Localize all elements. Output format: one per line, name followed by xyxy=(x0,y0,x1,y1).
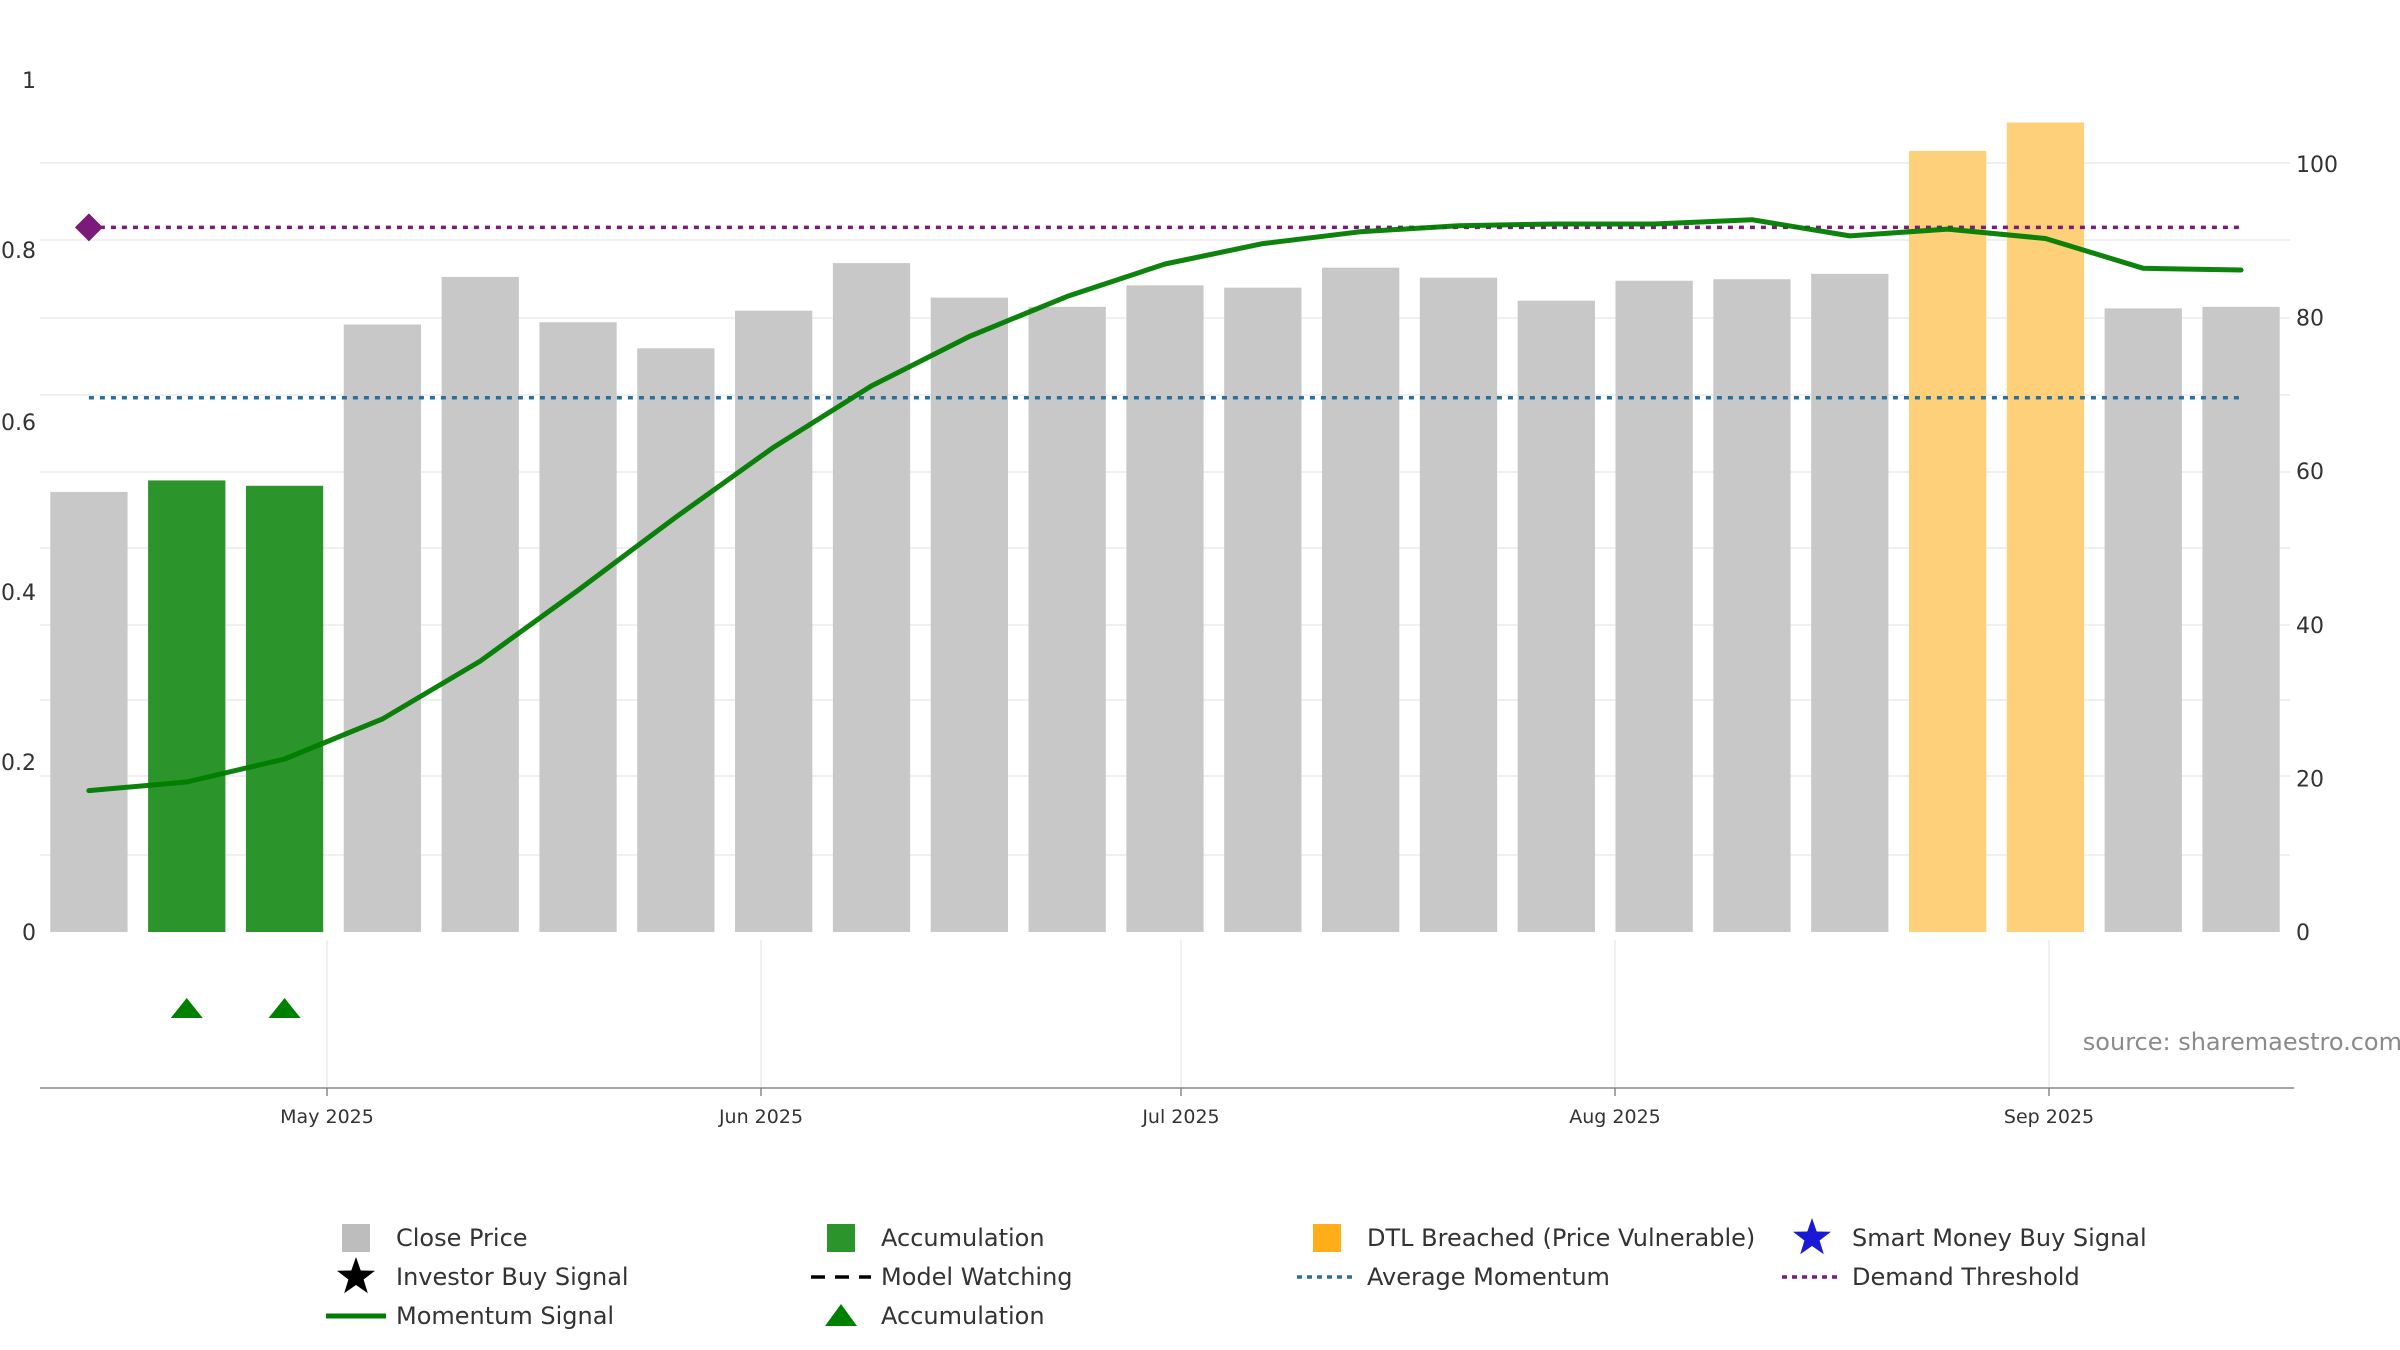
accumulation-triangle-marker xyxy=(170,998,203,1018)
bar-dtl-breached xyxy=(1908,150,1987,933)
legend-label: Average Momentum xyxy=(1367,1263,1610,1291)
bar-close-price xyxy=(1322,267,1400,932)
legend-star-icon xyxy=(337,1257,375,1294)
source-label: source: sharemaestro.com xyxy=(2083,1028,2400,1056)
momentum-line xyxy=(86,217,2244,794)
bar-close-price xyxy=(832,263,911,932)
bar-dtl-breached xyxy=(2006,122,2085,932)
accumulation-triangle-marker xyxy=(268,998,301,1018)
bar-close-price xyxy=(930,297,1008,933)
x-axis-tick-label: Jun 2025 xyxy=(718,1106,803,1128)
right-axis-tick-label: 40 xyxy=(2296,614,2324,639)
legend: Close Price Accumulation DTL Breached (Pri… xyxy=(326,1218,2147,1330)
bar-close-price xyxy=(1224,287,1302,932)
reference-lines xyxy=(88,225,2242,400)
bar-accumulation xyxy=(245,485,324,932)
legend-close-price-swatch xyxy=(342,1224,370,1252)
bar-close-price xyxy=(343,324,422,933)
right-axis-tick-label: 60 xyxy=(2296,460,2324,485)
bar-close-price xyxy=(735,310,813,932)
left-axis-tick-label: 0.8 xyxy=(1,239,36,264)
legend-label: Accumulation xyxy=(881,1302,1045,1330)
x-axis-tick-label: May 2025 xyxy=(280,1106,374,1128)
legend-label: DTL Breached (Price Vulnerable) xyxy=(1367,1224,1755,1252)
bar-close-price xyxy=(2202,306,2280,932)
x-axis-tick-label: Aug 2025 xyxy=(1569,1106,1661,1128)
legend-triangle-icon xyxy=(825,1304,857,1326)
bar-close-price xyxy=(50,491,128,932)
legend-accumulation-swatch xyxy=(827,1224,855,1252)
legend-label: Investor Buy Signal xyxy=(396,1263,629,1291)
left-axis-tick-label: 0 xyxy=(22,921,36,946)
x-axis-tick-label: Sep 2025 xyxy=(2004,1106,2094,1128)
legend-label: Momentum Signal xyxy=(396,1302,614,1330)
left-axis-tick-label: 0.4 xyxy=(1,581,36,606)
bars xyxy=(50,122,2280,933)
bar-close-price xyxy=(637,348,715,932)
right-axis-tick-label: 80 xyxy=(2296,307,2324,332)
right-axis-tick-label: 0 xyxy=(2296,921,2310,946)
legend-label: Model Watching xyxy=(881,1263,1073,1291)
bar-close-price xyxy=(1028,306,1106,932)
x-axis-tick-label: Jul 2025 xyxy=(1141,1106,1219,1128)
bar-close-price xyxy=(1126,285,1204,932)
legend-star-icon xyxy=(1793,1218,1831,1255)
bar-close-price xyxy=(1811,273,1889,933)
left-axis-tick-label: 1 xyxy=(22,69,36,94)
bar-close-price xyxy=(1713,279,1791,932)
bar-close-price xyxy=(2104,308,2182,932)
bar-close-price xyxy=(1419,277,1498,932)
bar-close-price xyxy=(441,276,519,932)
right-axis-tick-label: 100 xyxy=(2296,153,2338,178)
bar-close-price xyxy=(1517,300,1595,933)
demand-threshold-marker xyxy=(74,213,103,242)
bar-close-price xyxy=(1615,280,1693,933)
markers xyxy=(74,213,301,1018)
legend-label: Accumulation xyxy=(881,1224,1045,1252)
axes: 0 0.2 0.4 0.6 0.8 1 0 20 40 60 80 100 May 2025 Jun 20… xyxy=(1,69,2338,1128)
legend-label: Demand Threshold xyxy=(1852,1263,2080,1291)
legend-label: Smart Money Buy Signal xyxy=(1852,1224,2147,1252)
momentum-signal-line xyxy=(86,217,2244,794)
bar-close-price xyxy=(539,322,617,932)
left-axis-tick-label: 0.2 xyxy=(1,751,36,776)
left-axis-tick-label: 0.6 xyxy=(1,411,36,436)
right-axis-tick-label: 20 xyxy=(2296,767,2324,792)
legend-label: Close Price xyxy=(396,1224,528,1252)
legend-dtl-swatch xyxy=(1313,1224,1341,1252)
bar-accumulation xyxy=(148,480,226,932)
